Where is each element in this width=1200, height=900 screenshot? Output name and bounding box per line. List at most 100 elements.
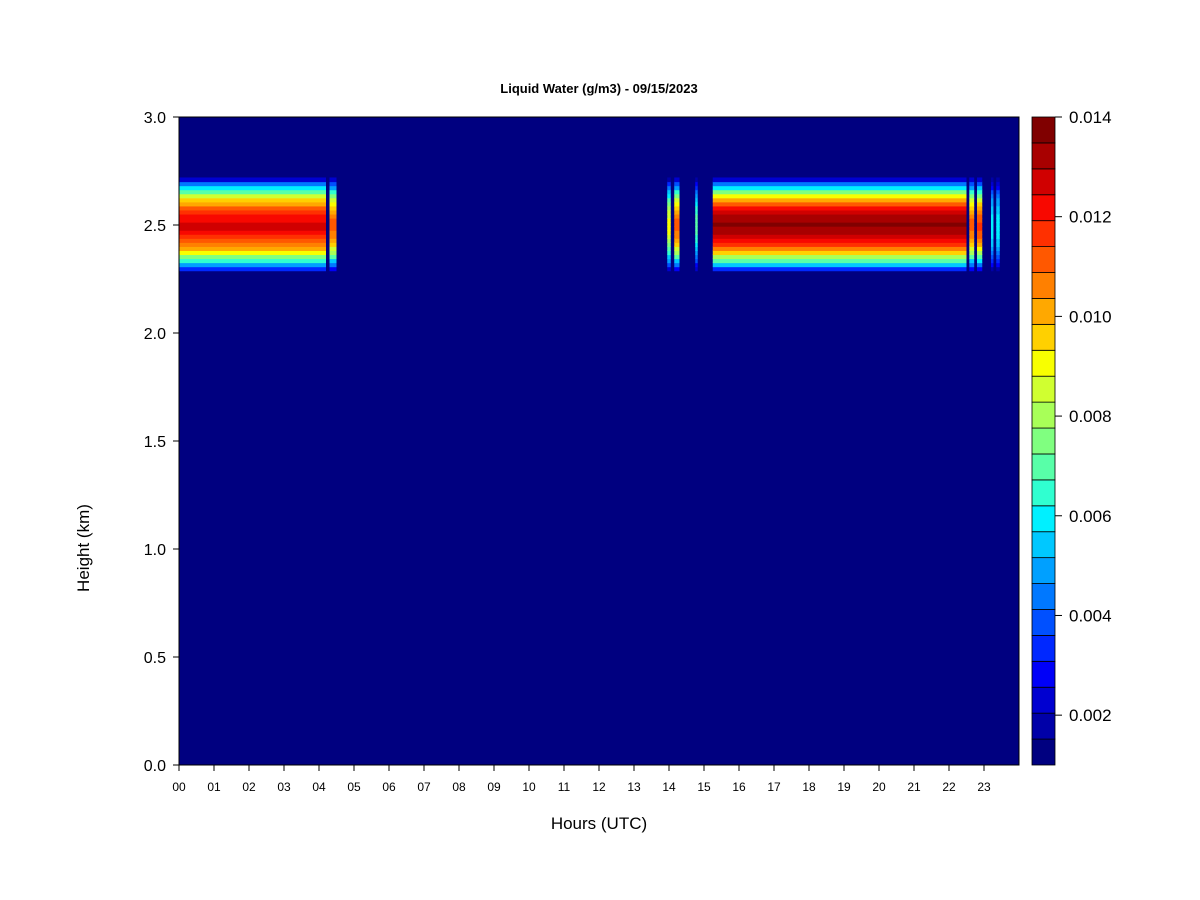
cloud-cell [674,262,680,268]
cloud-cell [674,250,680,256]
cloud-segment [674,177,680,276]
cloud-segment [969,177,975,276]
cloud-cell [329,266,337,272]
x-tick-label: 21 [907,780,921,794]
y-tick-label: 1.0 [144,542,166,559]
cloud-cell [977,266,983,272]
cloud-cell [977,209,983,215]
colorbar-swatch [1031,738,1056,766]
cloud-cell [179,226,326,231]
cloud-cell [667,250,671,256]
x-tick-label: 12 [592,780,606,794]
x-axis-label: Hours (UTC) [551,814,647,833]
cloud-cell [712,266,967,272]
colorbar-swatch [1031,272,1056,299]
cloud-cell [674,217,680,223]
cloud-cell [329,262,337,268]
cloud-cell [712,177,967,183]
colorbar-swatch [1031,557,1056,584]
cloud-segment [996,177,1000,276]
cloud-cell [674,266,680,272]
cloud-cell [695,201,698,207]
x-tick-label: 00 [172,780,186,794]
colorbar-swatch [1031,479,1056,507]
x-tick-label: 10 [522,780,536,794]
cloud-cell [991,222,994,227]
cloud-cell [695,205,698,211]
cloud-cell [179,213,326,219]
cloud-cell [329,254,337,260]
cloud-cell [674,222,680,227]
cloud-cell [977,234,983,239]
cloud-cell [179,234,326,239]
x-tick-label: 20 [872,780,886,794]
cloud-cell [667,177,671,183]
cloud-cell [996,201,1000,207]
cloud-cell [674,238,680,243]
cloud-cell [969,270,975,276]
cloud-cell [667,230,671,235]
cloud-cell [695,222,698,227]
cloud-cell [329,234,337,239]
cloud-cell [712,226,967,231]
x-tick-label: 17 [767,780,781,794]
cloud-cell [329,213,337,219]
colorbar-swatch [1031,246,1056,273]
cloud-segment [179,177,326,276]
cloud-cell [695,177,698,183]
cloud-cell [977,189,983,195]
y-axis-label: Height (km) [74,504,93,592]
cloud-cell [695,209,698,215]
cloud-cell [712,189,967,195]
cloud-cell [329,246,337,251]
cloud-cell [991,177,994,183]
x-tick-label: 07 [417,780,431,794]
colorbar-swatch [1031,531,1056,559]
colorbar-swatch [1031,298,1056,325]
colorbar: 0.002 0.004 0.006 0.008 0.010 0.012 0.014 [1031,108,1112,766]
cloud-cell [667,270,671,276]
cloud-cell [667,205,671,211]
cloud-cell [969,213,975,219]
cloud-cell [179,177,326,183]
cloud-cell [667,242,671,247]
cloud-cell [712,242,967,247]
colorbar-swatch [1031,220,1056,247]
colorbar-swatch [1031,583,1056,610]
cloud-cell [969,205,975,211]
cloud-cell [977,242,983,247]
cloud-cell [667,193,671,199]
cloud-cell [674,185,680,191]
y-tick-label: 3.0 [144,110,166,127]
cloud-cell [667,222,671,227]
cloud-cell [179,258,326,264]
cloud-cell [977,230,983,235]
cloud-segment [329,177,337,276]
colorbar-swatch [1031,142,1056,170]
cloud-cell [674,189,680,195]
cloud-cell [991,217,994,223]
cloud-cell [712,213,967,219]
cloud-segment [695,177,698,276]
cloud-cell [667,201,671,207]
cloud-cell [674,270,680,276]
cloud-cell [996,270,1000,276]
cloud-cell [969,246,975,251]
cloud-cell [179,270,326,276]
cloud-cell [329,209,337,215]
cloud-cell [712,201,967,207]
cloud-cell [329,226,337,231]
cloud-cell [991,238,994,243]
colorbar-tick-label: 0.006 [1069,507,1112,526]
cloud-cell [991,242,994,247]
cloud-cell [977,254,983,260]
cloud-cell [996,254,1000,260]
cloud-cell [969,266,975,272]
x-tick-label: 16 [732,780,746,794]
x-axis: 00 01 02 03 04 05 06 07 08 09 10 11 12 13 14 15 16 17 18 19… [172,765,991,794]
cloud-cell [329,238,337,243]
colorbar-swatch [1031,609,1056,636]
cloud-cell [996,209,1000,215]
cloud-segment [977,177,983,276]
colorbar-swatch [1031,427,1056,455]
